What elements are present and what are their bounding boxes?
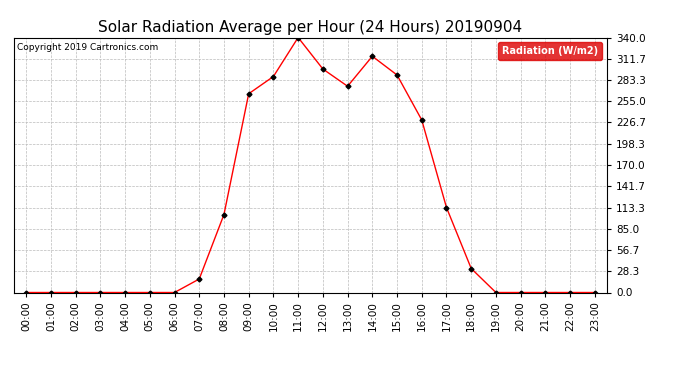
Title: Solar Radiation Average per Hour (24 Hours) 20190904: Solar Radiation Average per Hour (24 Hou… xyxy=(99,20,522,35)
Text: Copyright 2019 Cartronics.com: Copyright 2019 Cartronics.com xyxy=(17,43,158,52)
Legend: Radiation (W/m2): Radiation (W/m2) xyxy=(498,42,602,60)
